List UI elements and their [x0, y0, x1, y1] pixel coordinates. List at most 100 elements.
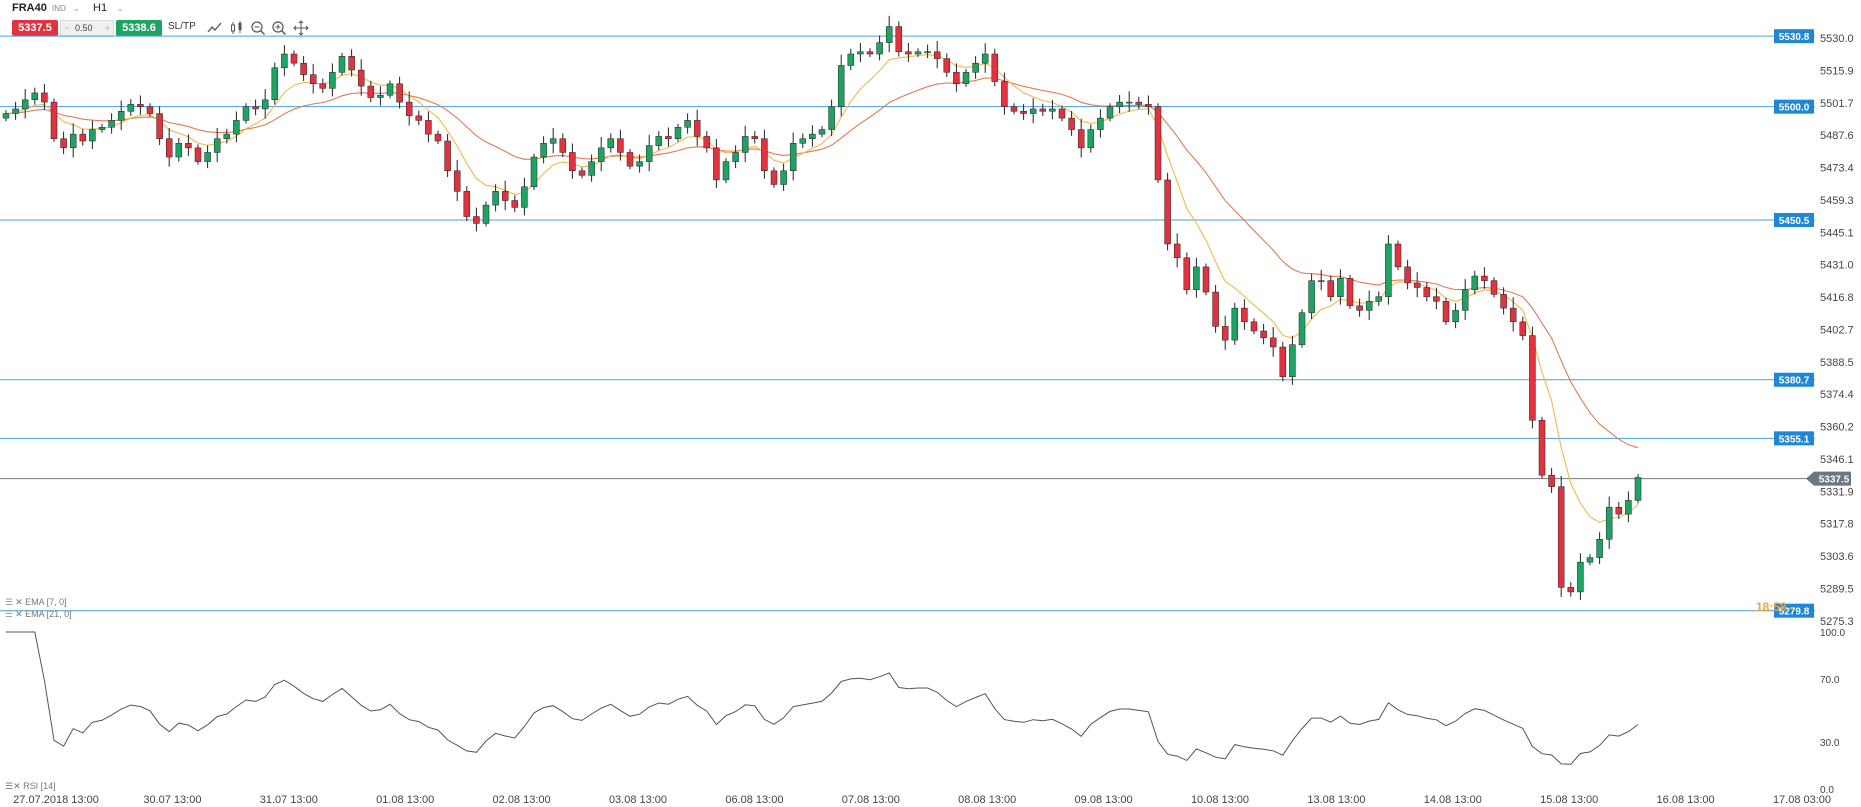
candle	[89, 120, 96, 150]
candle	[1020, 104, 1027, 120]
candle-body	[943, 58, 951, 73]
chevron-down-icon[interactable]: ⌄	[73, 4, 80, 13]
candle	[127, 99, 135, 116]
level-tag-label: 5355.1	[1779, 434, 1810, 445]
candle	[98, 123, 106, 133]
price-tick-label: 5487.6	[1820, 130, 1854, 142]
increase-icon[interactable]: +	[104, 23, 110, 33]
candle-body	[597, 147, 605, 162]
price-tick-label: 5388.5	[1820, 357, 1854, 369]
time-tick-label: 13.08 13:00	[1307, 794, 1365, 806]
candle-body	[905, 51, 912, 55]
quantity-stepper[interactable]: − 0.50 +	[60, 20, 114, 36]
candle	[1212, 284, 1219, 333]
candle-body	[645, 145, 653, 162]
candle	[1039, 103, 1047, 116]
quantity-value[interactable]: 0.50	[75, 23, 93, 33]
candle	[866, 48, 874, 58]
candle-body	[540, 143, 547, 158]
level-tag	[1774, 431, 1814, 446]
candle	[530, 153, 538, 190]
time-tick-label: 06.08 13:00	[725, 794, 783, 806]
candle	[540, 136, 547, 164]
candle	[1106, 103, 1114, 122]
candle-body	[713, 147, 720, 181]
candle	[1567, 582, 1575, 597]
candle	[137, 95, 144, 115]
candle-body	[588, 161, 595, 176]
crosshair-icon[interactable]	[293, 20, 309, 36]
candle-body	[962, 72, 970, 85]
candle	[1154, 103, 1162, 184]
level-tag-label: 5450.5	[1779, 216, 1810, 227]
buy-button[interactable]: 5338.6	[116, 20, 162, 36]
time-tick-label: 02.08 13:00	[493, 794, 551, 806]
candle-body	[626, 152, 634, 167]
price-tick-label: 5459.3	[1820, 195, 1854, 207]
candle	[780, 163, 787, 191]
candle-body	[607, 138, 615, 149]
candle	[213, 127, 221, 163]
ema-slow-label: EMA [21, 0]	[25, 609, 72, 619]
candle-body	[1481, 275, 1488, 281]
candle	[1385, 235, 1392, 305]
candle-body	[185, 143, 192, 149]
candle	[1058, 105, 1066, 122]
chevron-down-icon[interactable]: ⌄	[117, 4, 124, 13]
candle-body	[31, 92, 39, 101]
candle-body	[521, 186, 528, 208]
candle	[1077, 118, 1085, 158]
candle-body	[857, 51, 864, 55]
candle-body	[1327, 280, 1335, 297]
candle-body	[1538, 420, 1546, 476]
close-icon[interactable]: ✕	[13, 781, 24, 791]
candle	[482, 201, 490, 227]
candle	[1615, 501, 1623, 519]
candle	[1490, 277, 1498, 298]
chart-toolbar: FRA40 IND ⌄ H1 ⌄ 5337.5 − 0.50 + 5338.6 …	[0, 0, 1861, 38]
candle-body	[204, 152, 211, 162]
candle	[799, 133, 807, 149]
candle-body	[1212, 291, 1219, 327]
candle-body	[98, 127, 106, 130]
time-tick-label: 27.07.2018 13:00	[13, 794, 99, 806]
candle	[444, 133, 451, 178]
close-icon[interactable]: ✕	[15, 609, 26, 619]
decrease-icon[interactable]: −	[64, 23, 70, 33]
candle-body	[1049, 108, 1056, 112]
line-chart-icon[interactable]	[207, 20, 223, 36]
candle-countdown: 18:58	[1756, 600, 1787, 614]
candle	[463, 186, 471, 222]
candle	[1452, 303, 1459, 329]
candle	[1500, 287, 1507, 315]
candle-body	[108, 120, 115, 128]
candle	[1087, 124, 1095, 153]
candle	[741, 125, 749, 163]
zoom-out-icon[interactable]	[250, 20, 266, 36]
menu-icon[interactable]: ☰	[5, 597, 14, 607]
timeframe-selector[interactable]: H1	[93, 2, 108, 14]
menu-icon[interactable]: ☰	[5, 609, 14, 619]
candle-body	[1116, 101, 1123, 107]
ema-slow-legend[interactable]: ☰ ✕ EMA [21, 0]	[5, 609, 72, 620]
rsi-legend[interactable]: ☰✕ RSI [14]	[5, 781, 56, 792]
candle-body	[684, 120, 691, 128]
candles-icon[interactable]	[229, 20, 245, 36]
candle	[1423, 282, 1431, 302]
menu-icon[interactable]: ☰	[5, 781, 14, 791]
candle	[905, 42, 912, 63]
sell-button[interactable]: 5337.5	[12, 20, 58, 36]
level-tag	[1774, 99, 1814, 114]
candle	[1125, 91, 1133, 112]
ema-fast-legend[interactable]: ☰ ✕ EMA [7, 0]	[5, 597, 67, 608]
time-tick-label: 17.08 03:00	[1773, 794, 1831, 806]
zoom-in-icon[interactable]	[271, 20, 287, 36]
symbol-name[interactable]: FRA40	[12, 2, 47, 14]
candle-body	[156, 113, 163, 139]
current-price-label: 5337.5	[1819, 475, 1850, 486]
candle-body	[1605, 506, 1613, 540]
candle-body	[1423, 287, 1431, 297]
close-icon[interactable]: ✕	[15, 597, 26, 607]
sltp-button[interactable]: SL/TP	[168, 21, 196, 32]
